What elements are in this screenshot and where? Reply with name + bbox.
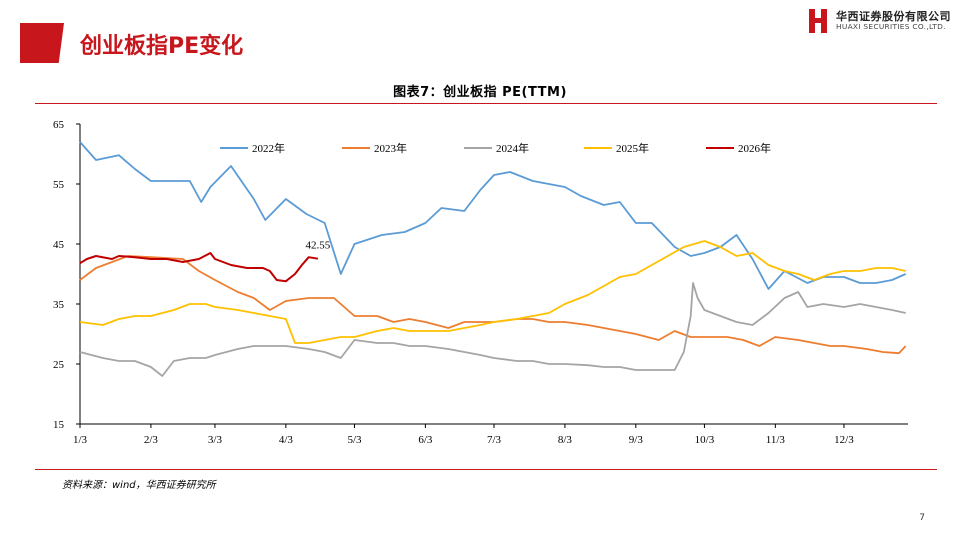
title-accent-block	[20, 23, 64, 63]
legend-label: 2026年	[738, 141, 771, 155]
figure-top-divider	[35, 103, 937, 104]
figure-title: 图表7：创业板指 PE(TTM)	[393, 85, 567, 100]
legend-label: 2024年	[496, 141, 529, 155]
series-line-2025年	[79, 240, 906, 344]
y-tick-label: 15	[53, 419, 65, 431]
y-tick-label: 45	[53, 239, 65, 251]
company-logo: 华西证券股份有限公司 HUAXI SECURITIES CO.,LTD.	[808, 8, 953, 34]
x-tick-label: 11/3	[766, 434, 786, 446]
logo-company-name: 华西证券股份有限公司	[836, 10, 951, 23]
y-tick-label: 55	[53, 179, 65, 191]
data-label: 42.55	[306, 240, 331, 252]
series-line-2022年	[79, 141, 907, 290]
series-line-2024年	[79, 282, 906, 377]
x-tick-label: 2/3	[144, 434, 159, 446]
x-tick-label: 3/3	[208, 434, 223, 446]
figure-bottom-divider	[35, 469, 937, 470]
x-tick-label: 8/3	[558, 434, 573, 446]
source-note: 资料来源：wind，华西证券研究所	[62, 480, 216, 491]
x-tick-label: 1/3	[73, 434, 88, 446]
x-tick-label: 5/3	[347, 434, 362, 446]
legend-label: 2025年	[616, 141, 649, 155]
x-tick-label: 6/3	[418, 434, 433, 446]
x-tick-label: 12/3	[834, 434, 854, 446]
pe-line-chart: 15 25 35 45 55 65 1/3 2/3 3/3 4/3 5/3 6/3 7/3 8/3 9/3 1…	[53, 119, 908, 446]
logo-mark-icon	[809, 9, 827, 33]
y-tick-label: 65	[53, 119, 65, 131]
x-tick-label: 7/3	[487, 434, 502, 446]
slide-title: 创业板指PE变化	[80, 34, 244, 59]
y-tick-label: 25	[53, 359, 65, 371]
x-tick-label: 4/3	[279, 434, 294, 446]
x-tick-label: 9/3	[629, 434, 644, 446]
y-tick-label: 35	[53, 299, 65, 311]
series-line-2026年	[79, 252, 319, 283]
legend-label: 2023年	[374, 141, 407, 155]
legend-label: 2022年	[252, 141, 285, 155]
x-tick-label: 10/3	[695, 434, 715, 446]
logo-company-name-en: HUAXI SECURITIES CO.,LTD.	[836, 22, 946, 31]
page-number: 7	[919, 513, 925, 523]
